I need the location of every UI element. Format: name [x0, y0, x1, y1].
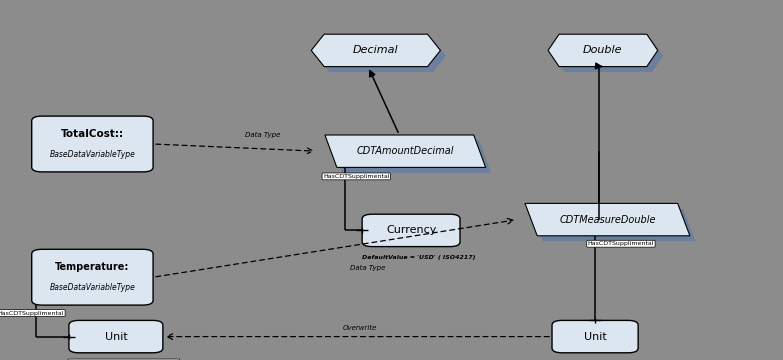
Text: CDTMeasureDouble: CDTMeasureDouble [559, 215, 655, 225]
Text: CDTAmountDecimal: CDTAmountDecimal [356, 146, 454, 156]
Text: BaseDataVariableType: BaseDataVariableType [49, 150, 135, 158]
Text: Temperature:: Temperature: [56, 262, 129, 272]
Text: Decimal: Decimal [353, 45, 399, 55]
Polygon shape [531, 209, 695, 241]
Polygon shape [330, 140, 491, 173]
Text: Double: Double [583, 45, 622, 55]
Text: TotalCost::: TotalCost:: [61, 129, 124, 139]
Text: Overwrite: Overwrite [343, 325, 377, 331]
FancyBboxPatch shape [552, 320, 638, 353]
Text: HasCDTSupplimental: HasCDTSupplimental [588, 241, 654, 246]
Text: DefaultValue = 'USD' ( ISO4217): DefaultValue = 'USD' ( ISO4217) [363, 255, 475, 260]
Text: HasCDTSupplimental: HasCDTSupplimental [0, 311, 64, 315]
FancyBboxPatch shape [31, 249, 153, 305]
Polygon shape [554, 40, 663, 72]
Polygon shape [325, 135, 485, 167]
Text: BaseDataVariableType: BaseDataVariableType [49, 283, 135, 292]
FancyBboxPatch shape [363, 214, 460, 247]
FancyBboxPatch shape [31, 116, 153, 172]
FancyBboxPatch shape [69, 320, 163, 353]
Text: Currency: Currency [386, 225, 436, 235]
Text: Unit: Unit [583, 332, 607, 342]
Text: HasCDTSupplimental: HasCDTSupplimental [323, 174, 389, 179]
Text: Unit: Unit [104, 332, 128, 342]
Polygon shape [548, 34, 658, 67]
Polygon shape [311, 34, 440, 67]
Text: Data Type: Data Type [244, 132, 280, 138]
Text: Data Type: Data Type [350, 265, 386, 271]
Polygon shape [525, 203, 690, 236]
Polygon shape [316, 40, 446, 72]
